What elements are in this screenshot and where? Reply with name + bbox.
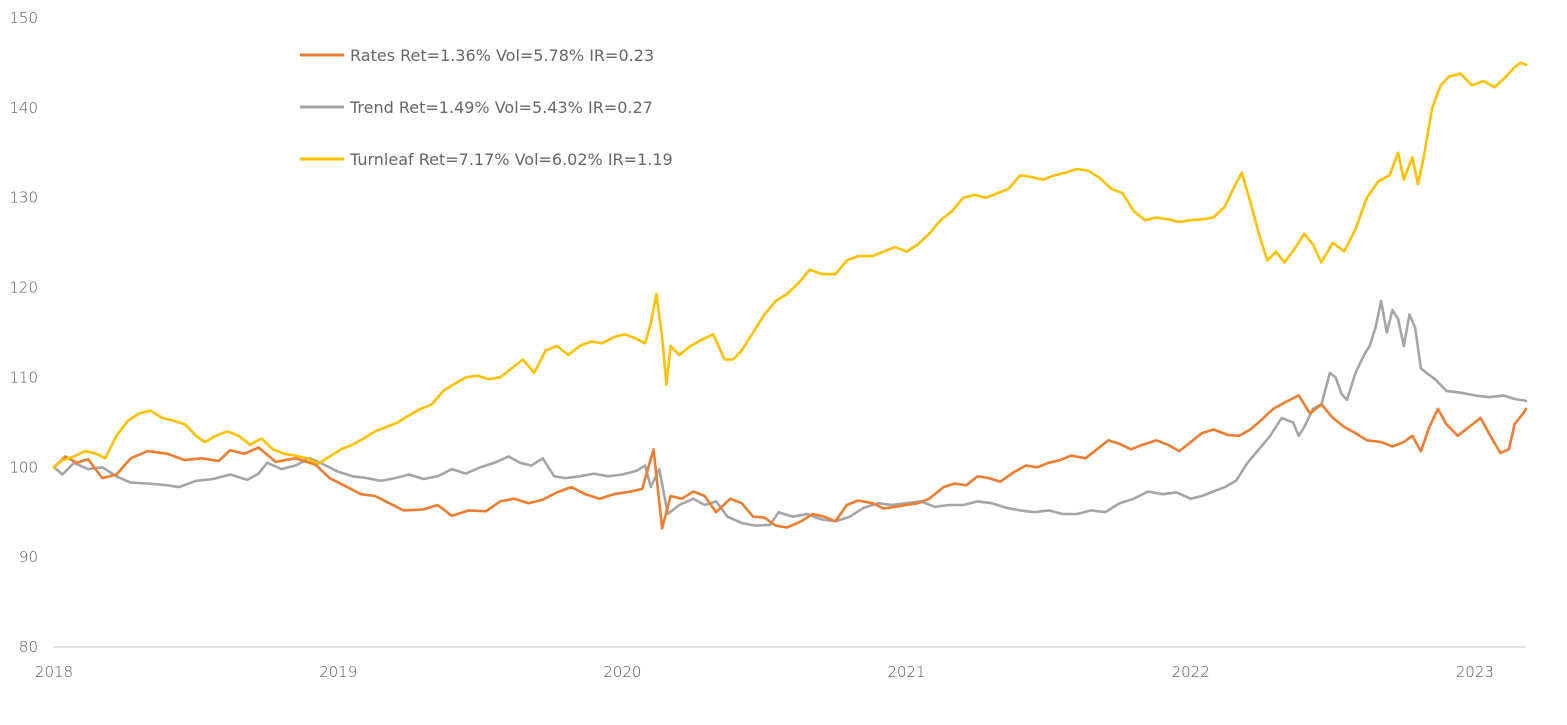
x-axis-tick-labels: 2018 2019 2020 2021 2022 2023: [35, 663, 1494, 681]
legend: Rates Ret=1.36% Vol=5.78% IR=0.23 Trend R…: [300, 46, 673, 169]
legend-label-1: Rates Ret=1.36% Vol=5.78% IR=0.23: [350, 46, 654, 65]
y-tick-label-90: 90: [19, 548, 38, 566]
y-tick-label-120: 120: [9, 279, 38, 297]
x-tick-label-2020: 2020: [603, 663, 641, 681]
y-axis-tick-labels: 80 90 100 110 120 130 140 150: [9, 9, 38, 656]
legend-label-3: Turnleaf Ret=7.17% Vol=6.02% IR=1.19: [349, 150, 673, 169]
y-tick-label-110: 110: [9, 368, 38, 386]
series-line-3: [52, 61, 1528, 469]
x-tick-label-2021: 2021: [887, 663, 925, 681]
y-tick-label-80: 80: [19, 638, 38, 656]
y-tick-label-100: 100: [9, 458, 38, 476]
y-tick-label-150: 150: [9, 9, 38, 27]
series-lines: [52, 61, 1528, 530]
x-tick-label-2019: 2019: [319, 663, 357, 681]
x-tick-label-2023: 2023: [1456, 663, 1494, 681]
y-tick-label-130: 130: [9, 189, 38, 207]
x-tick-label-2018: 2018: [35, 663, 73, 681]
x-tick-label-2022: 2022: [1172, 663, 1210, 681]
series-line-2: [52, 299, 1528, 527]
legend-label-2: Trend Ret=1.49% Vol=5.43% IR=0.27: [349, 98, 653, 117]
series-line-1: [52, 394, 1528, 530]
y-tick-label-140: 140: [9, 99, 38, 117]
